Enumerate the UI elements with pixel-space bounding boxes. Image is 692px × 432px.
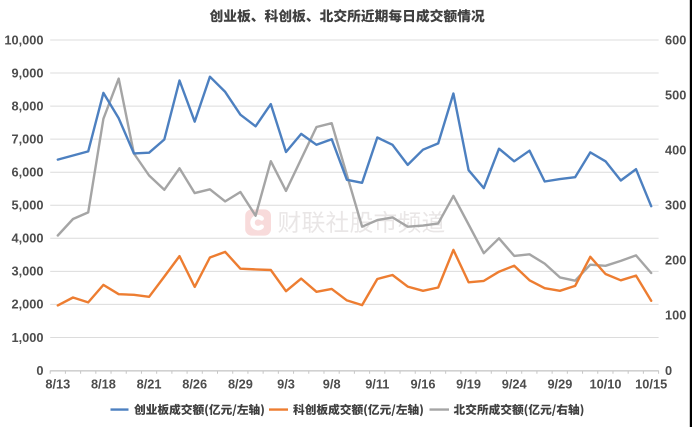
svg-text:0: 0 <box>36 363 43 378</box>
svg-text:500: 500 <box>665 87 686 102</box>
svg-text:400: 400 <box>665 143 686 158</box>
svg-text:3,000: 3,000 <box>11 264 43 279</box>
svg-text:8/29: 8/29 <box>228 377 253 392</box>
svg-text:8/26: 8/26 <box>182 377 207 392</box>
svg-text:8/18: 8/18 <box>91 377 116 392</box>
svg-text:8,000: 8,000 <box>11 98 43 113</box>
svg-text:2,000: 2,000 <box>11 297 43 312</box>
svg-text:4,000: 4,000 <box>11 231 43 246</box>
svg-text:9,000: 9,000 <box>11 65 43 80</box>
svg-text:9/16: 9/16 <box>411 377 436 392</box>
svg-text:100: 100 <box>665 308 686 323</box>
svg-text:9/19: 9/19 <box>456 377 481 392</box>
svg-text:9/29: 9/29 <box>547 377 572 392</box>
svg-text:8/21: 8/21 <box>137 377 162 392</box>
svg-text:1,000: 1,000 <box>11 330 43 345</box>
svg-text:600: 600 <box>665 32 686 47</box>
svg-text:7,000: 7,000 <box>11 132 43 147</box>
svg-text:300: 300 <box>665 198 686 213</box>
svg-text:6,000: 6,000 <box>11 165 43 180</box>
svg-text:10/10: 10/10 <box>589 377 621 392</box>
svg-text:10,000: 10,000 <box>4 32 43 47</box>
svg-text:0: 0 <box>665 363 672 378</box>
svg-text:8/13: 8/13 <box>45 377 70 392</box>
svg-text:9/3: 9/3 <box>277 377 295 392</box>
svg-text:10/15: 10/15 <box>635 377 667 392</box>
svg-text:9/11: 9/11 <box>365 377 389 392</box>
svg-text:200: 200 <box>665 253 686 268</box>
svg-text:9/24: 9/24 <box>502 377 528 392</box>
svg-text:5,000: 5,000 <box>11 198 43 213</box>
svg-text:9/8: 9/8 <box>323 377 341 392</box>
